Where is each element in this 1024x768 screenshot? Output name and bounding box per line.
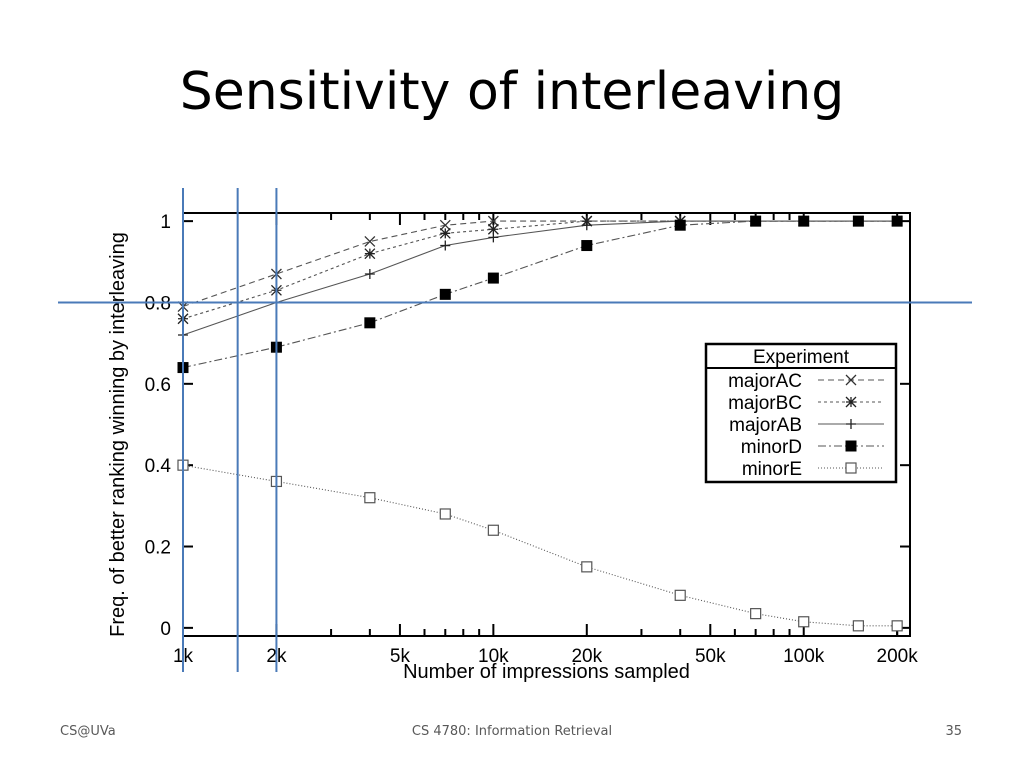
asterisk-marker	[439, 227, 451, 239]
plus-marker	[581, 220, 592, 231]
filled-square-marker	[852, 215, 864, 227]
x-tick-label: 200k	[877, 646, 919, 667]
y-tick-label: 0.6	[145, 375, 171, 396]
filled-square-marker	[750, 215, 762, 227]
series-majorBC	[177, 215, 903, 325]
series-minorE	[177, 459, 903, 632]
y-tick-label: 0.8	[145, 293, 171, 314]
open-square-marker	[581, 561, 593, 573]
legend-title: Experiment	[753, 347, 850, 368]
filled-square-marker	[845, 440, 857, 452]
y-tick-label: 0.4	[145, 456, 172, 477]
open-square-marker	[750, 608, 762, 620]
filled-square-marker	[581, 240, 593, 252]
open-square-marker	[487, 524, 499, 536]
series-line-majorAC	[182, 220, 898, 308]
legend: Experiment majorACmajorBCmajorABminorDmin…	[704, 342, 898, 484]
series-majorAC	[177, 215, 903, 313]
series-line-majorBC	[182, 220, 898, 320]
legend-label-minorD: minorD	[741, 437, 802, 458]
footer-left: CS@UVa	[60, 724, 116, 739]
y-tick-label: 1	[160, 212, 171, 233]
x-tick-label: 5k	[390, 646, 411, 667]
open-square-marker	[852, 620, 864, 632]
plus-marker	[846, 419, 856, 429]
y-tick-label: 0	[160, 619, 171, 640]
asterisk-marker	[487, 223, 499, 235]
filled-square-marker	[674, 219, 686, 231]
plus-marker	[364, 269, 375, 280]
filled-square-marker	[364, 317, 376, 329]
open-square-marker	[364, 492, 376, 504]
legend-label-minorE: minorE	[742, 459, 802, 480]
y-tick-label: 0.2	[145, 538, 171, 559]
x-marker	[845, 374, 857, 386]
y-axis-title: Freq. of better ranking winning by inter…	[107, 232, 129, 637]
x-marker	[439, 219, 451, 231]
filled-square-marker	[487, 272, 499, 284]
x-tick-label: 100k	[783, 646, 825, 667]
filled-square-marker	[891, 215, 903, 227]
series-line-minorE	[182, 464, 898, 627]
filled-square-marker	[439, 288, 451, 300]
filled-square-marker	[798, 215, 810, 227]
legend-label-majorBC: majorBC	[728, 393, 802, 414]
x-tick-label: 20k	[571, 646, 602, 667]
open-square-marker	[674, 589, 686, 601]
x-marker	[487, 215, 499, 227]
asterisk-marker	[364, 248, 376, 260]
open-square-marker	[798, 616, 810, 628]
x-marker	[364, 236, 376, 247]
x-axis-title: Number of impressions sampled	[403, 661, 690, 683]
open-square-marker	[891, 620, 903, 632]
slide-number: 35	[945, 724, 962, 739]
open-square-marker	[439, 508, 451, 520]
slide-title: Sensitivity of interleaving	[179, 62, 845, 122]
footer-center: CS 4780: Information Retrieval	[411, 724, 613, 739]
plus-marker	[440, 240, 451, 251]
series-line-majorAB	[182, 220, 898, 336]
legend-label-majorAC: majorAC	[728, 371, 802, 392]
plus-marker	[488, 232, 499, 243]
series-majorAB	[178, 216, 903, 341]
x-tick-label: 10k	[478, 646, 509, 667]
open-square-marker	[845, 462, 857, 474]
asterisk-marker	[845, 396, 857, 408]
legend-label-majorAB: majorAB	[729, 415, 802, 436]
x-tick-label: 50k	[695, 646, 726, 667]
